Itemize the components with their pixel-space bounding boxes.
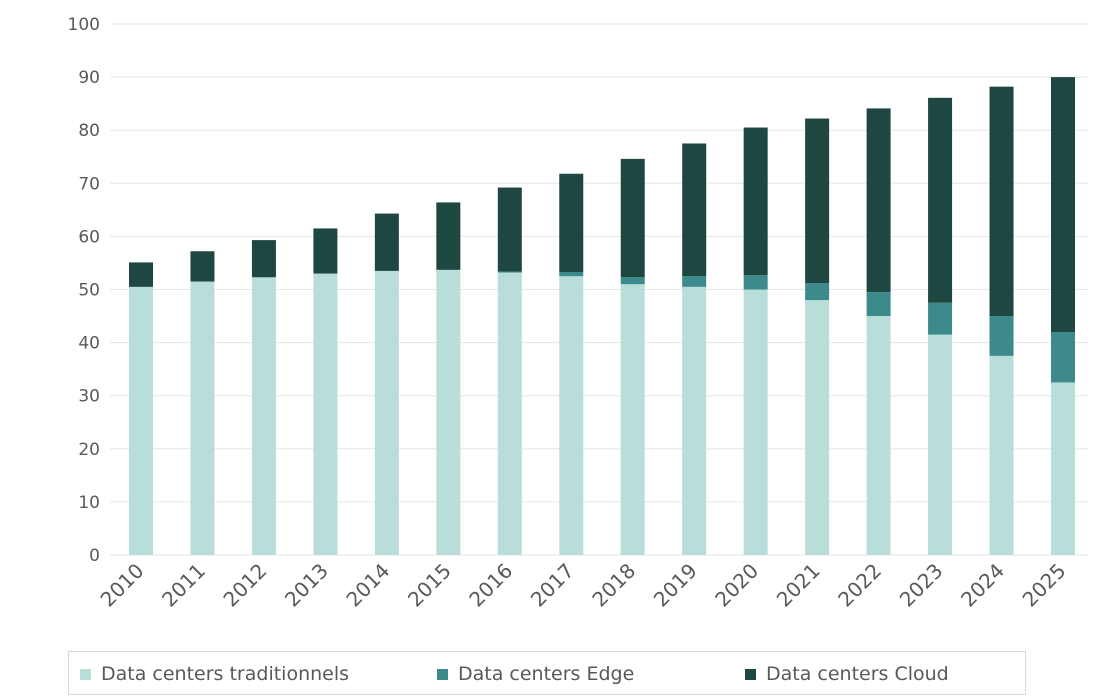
x-tick-label: 2011 (157, 559, 210, 612)
bar-segment-2025-s1 (1051, 331, 1075, 383)
x-tick-label: 2017 (526, 559, 579, 612)
bar-segment-2022-s0 (866, 316, 891, 555)
legend-label-traditionnels: Data centers traditionnels (101, 663, 350, 685)
x-tick-label: 2024 (956, 559, 1009, 612)
legend-swatch-traditionnels (80, 668, 91, 680)
bar-segment-2018-s1 (620, 277, 645, 285)
bar-segment-2018-s0 (620, 284, 645, 555)
bar-segment-2024-s2 (989, 86, 1014, 317)
bar-segment-2012-s2 (251, 240, 276, 278)
legend: Data centers traditionnels Data centers … (68, 651, 1026, 695)
x-tick-label: 2021 (772, 559, 825, 612)
bar-segment-2019-s0 (682, 286, 707, 555)
legend-item-edge: Data centers Edge (437, 652, 634, 696)
bar-segment-2015-s0 (436, 269, 461, 555)
bar-segment-2015-s2 (436, 202, 461, 270)
bar-segment-2020-s0 (743, 289, 768, 555)
bar-segment-2013-s0 (313, 273, 338, 555)
bar-segment-2017-s0 (559, 276, 584, 555)
y-tick-label: 80 (78, 121, 100, 141)
y-tick-label: 50 (78, 281, 100, 301)
bar-segment-2020-s2 (743, 127, 768, 276)
bar-segment-2022-s2 (866, 108, 891, 293)
x-tick-label: 2014 (341, 559, 394, 612)
legend-swatch-cloud (745, 668, 756, 680)
legend-swatch-edge (437, 668, 448, 680)
y-tick-label: 0 (89, 546, 100, 566)
x-tick-label: 2010 (96, 559, 149, 612)
x-axis-ticks: 2010 2011 2012 2013 2014 2015 2016 2017 2018 2019… (96, 559, 1071, 612)
x-tick-label: 2020 (710, 559, 763, 612)
bar-segment-2010-s0 (129, 286, 153, 555)
bar-segment-2010-s2 (129, 262, 153, 287)
bar-segment-2018-s2 (620, 158, 645, 278)
bar-segment-2021-s0 (805, 300, 830, 555)
x-tick-label: 2015 (403, 559, 456, 612)
bar-segment-2023-s1 (928, 302, 953, 335)
bar-segment-2011-s2 (190, 251, 215, 282)
bar-segment-2023-s2 (928, 97, 953, 303)
y-tick-label: 100 (68, 15, 100, 35)
bar-segment-2022-s1 (866, 292, 891, 317)
y-tick-label: 10 (78, 493, 100, 513)
bar-segment-2011-s0 (190, 281, 215, 555)
x-tick-label: 2025 (1018, 559, 1071, 612)
bar-segment-2024-s0 (989, 355, 1014, 555)
bar-segment-2019-s2 (682, 143, 707, 277)
bar-segment-2013-s2 (313, 228, 338, 274)
x-tick-label: 2012 (219, 559, 272, 612)
bar-segment-2016-s0 (497, 272, 522, 555)
legend-label-edge: Data centers Edge (458, 663, 635, 685)
y-tick-label: 40 (78, 334, 100, 354)
bar-segment-2016-s2 (497, 187, 522, 272)
bar-segment-2021-s1 (805, 283, 830, 301)
bars (129, 77, 1075, 555)
x-tick-label: 2019 (649, 559, 702, 612)
y-tick-label: 60 (78, 227, 100, 247)
y-axis-ticks: 0 10 20 30 40 50 60 70 80 90 100 (68, 15, 100, 566)
x-tick-label: 2023 (895, 559, 948, 612)
bar-segment-2023-s0 (928, 334, 953, 555)
x-tick-label: 2018 (587, 559, 640, 612)
bar-segment-2025-s0 (1051, 382, 1075, 555)
y-tick-label: 70 (78, 174, 100, 194)
y-tick-label: 30 (78, 387, 100, 407)
bar-segment-2017-s1 (559, 271, 584, 277)
bar-segment-2012-s0 (251, 277, 276, 555)
bar-segment-2025-s2 (1051, 77, 1075, 332)
y-tick-label: 90 (78, 68, 100, 88)
bar-segment-2014-s2 (374, 213, 399, 271)
bar-segment-2016-s1 (497, 271, 522, 273)
legend-item-cloud: Data centers Cloud (745, 652, 949, 696)
y-tick-label: 20 (78, 440, 100, 460)
bar-segment-2021-s2 (805, 118, 830, 284)
x-tick-label: 2022 (833, 559, 886, 612)
bar-segment-2017-s2 (559, 173, 584, 272)
bar-segment-2024-s1 (989, 316, 1014, 356)
legend-label-cloud: Data centers Cloud (766, 663, 949, 685)
legend-item-traditionnels: Data centers traditionnels (80, 652, 349, 696)
bar-segment-2020-s1 (743, 275, 768, 290)
x-tick-label: 2016 (464, 559, 517, 612)
x-tick-label: 2013 (280, 559, 333, 612)
bar-segment-2019-s1 (682, 276, 707, 287)
bar-segment-2014-s0 (374, 270, 399, 555)
